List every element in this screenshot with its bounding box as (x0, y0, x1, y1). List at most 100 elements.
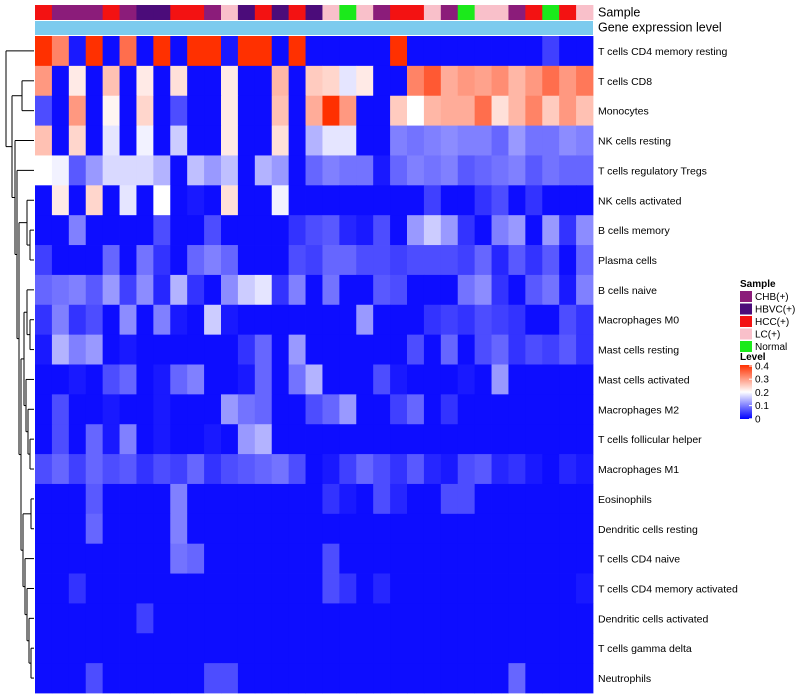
heatmap-cell (525, 573, 543, 604)
heatmap-cell (68, 454, 87, 485)
row-label: NK cells resting (598, 136, 671, 148)
heatmap-cell (322, 185, 340, 216)
heatmap-cell (119, 36, 137, 67)
heatmap-cell (68, 364, 87, 395)
heatmap-cell (204, 185, 222, 216)
heatmap-cell (204, 364, 222, 395)
heatmap-cell (204, 36, 222, 67)
heatmap-cell (288, 364, 306, 395)
heatmap-cell (119, 215, 137, 246)
heatmap-cell (542, 95, 560, 126)
heatmap-cell (271, 185, 290, 216)
heatmap-cell (525, 394, 543, 425)
heatmap-cell (170, 95, 188, 126)
heatmap-cell (474, 274, 492, 306)
heatmap-cell (542, 185, 560, 216)
heatmap-cell (373, 245, 391, 276)
heatmap-cell (187, 633, 205, 664)
heatmap-cell (288, 185, 306, 216)
heatmap-cell (51, 513, 70, 545)
heatmap-cell (559, 155, 577, 186)
heatmap-cell (170, 573, 188, 604)
sample-annotation-cell (51, 5, 70, 20)
heatmap-cell (51, 603, 70, 634)
heatmap-cell (35, 36, 53, 67)
heatmap-cell (373, 274, 391, 306)
sample-annotation-cell (576, 5, 594, 20)
heatmap-cell (288, 125, 306, 156)
heatmap-cell (423, 454, 442, 485)
heatmap-cell (407, 155, 425, 186)
heatmap-cell (407, 633, 425, 664)
heatmap-cell (474, 483, 492, 515)
heatmap-cell (440, 36, 459, 67)
heatmap-cell (221, 663, 239, 694)
heatmap-cell (440, 424, 459, 455)
sample-annotation-cell (356, 5, 374, 20)
heatmap-cell (440, 125, 459, 156)
heatmap-cell (102, 304, 120, 336)
heatmap-cell (474, 424, 492, 455)
heatmap-cell (440, 543, 459, 574)
heatmap-cell (423, 483, 442, 515)
heatmap-cell (440, 245, 459, 276)
heatmap-cell (491, 483, 509, 515)
heatmap-cell (373, 424, 391, 455)
heatmap-cell (373, 155, 391, 186)
heatmap-cell (356, 125, 374, 156)
heatmap-cell (457, 454, 476, 485)
heatmap-cell (322, 633, 340, 664)
heatmap-cell (119, 125, 137, 156)
heatmap-cell (576, 603, 594, 634)
heatmap-cell (136, 95, 154, 126)
heatmap-cell (237, 245, 256, 276)
heatmap-cell (407, 185, 425, 216)
heatmap-cell (288, 454, 306, 485)
heatmap-cell (474, 513, 492, 545)
heatmap-cell (305, 185, 323, 216)
heatmap-cell (423, 95, 442, 126)
heatmap-cell (491, 543, 509, 574)
heatmap-cell (35, 334, 53, 365)
heatmap-cell (153, 543, 171, 574)
heatmap-cell (356, 304, 374, 336)
heatmap-cell (153, 36, 171, 67)
heatmap-cell (204, 125, 222, 156)
heatmap-cell (170, 543, 188, 574)
heatmap-cell (322, 245, 340, 276)
heatmap-cell (271, 215, 290, 246)
heatmap-cell (525, 245, 543, 276)
heatmap-cell (170, 454, 188, 485)
heatmap-cell (85, 304, 104, 336)
heatmap-cell (204, 454, 222, 485)
heatmap-cell (542, 304, 560, 336)
row-label: Macrophages M2 (598, 404, 679, 416)
heatmap-cell (254, 454, 273, 485)
heatmap-cell (474, 543, 492, 574)
heatmap-cell (85, 483, 104, 515)
heatmap-cell (187, 483, 205, 515)
heatmap-cell (187, 543, 205, 574)
heatmap-cell (491, 185, 509, 216)
heatmap-cell (508, 603, 526, 634)
heatmap-cell (356, 573, 374, 604)
heatmap-cell (305, 36, 323, 67)
heatmap-cell (136, 185, 154, 216)
heatmap-cell (407, 125, 425, 156)
heatmap-cell (525, 364, 543, 395)
heatmap-cell (390, 573, 408, 604)
heatmap-cell (119, 65, 137, 97)
heatmap-cell (136, 125, 154, 156)
heatmap-cell (237, 394, 256, 425)
heatmap-cell (288, 155, 306, 186)
heatmap-cell (153, 125, 171, 156)
heatmap-cell (407, 513, 425, 545)
level-legend-tick-label: 0 (755, 414, 761, 425)
heatmap-cell (51, 573, 70, 604)
heatmap-cell (525, 334, 543, 365)
heatmap-cell (474, 155, 492, 186)
sample-legend-swatch (740, 328, 752, 340)
heatmap-cell (68, 394, 87, 425)
heatmap-cell (491, 424, 509, 455)
heatmap-cell (339, 155, 357, 186)
